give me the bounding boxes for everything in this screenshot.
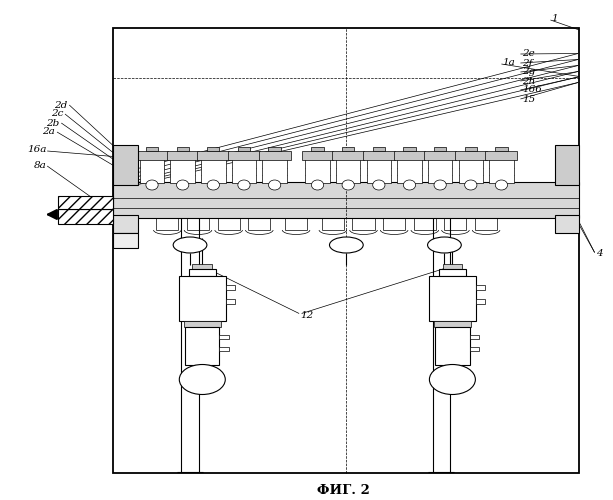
Circle shape <box>434 180 446 190</box>
Circle shape <box>495 180 508 190</box>
Bar <box>259 151 291 160</box>
Bar <box>555 145 579 185</box>
Bar <box>476 285 485 290</box>
Text: 12: 12 <box>300 310 314 320</box>
Bar <box>428 158 452 182</box>
Ellipse shape <box>427 237 461 253</box>
Ellipse shape <box>329 237 363 253</box>
Ellipse shape <box>173 237 207 253</box>
Text: 2f: 2f <box>522 58 533 68</box>
Bar <box>58 196 113 208</box>
Bar <box>311 147 324 151</box>
Bar <box>113 182 579 218</box>
Bar <box>238 147 250 151</box>
Bar <box>179 276 226 321</box>
Bar <box>459 158 483 182</box>
Bar <box>207 147 219 151</box>
Text: 1: 1 <box>552 14 558 23</box>
Bar <box>555 215 579 232</box>
Bar <box>146 147 158 151</box>
Text: 2e: 2e <box>522 50 535 58</box>
Bar <box>268 147 281 151</box>
Circle shape <box>342 180 354 190</box>
Bar <box>429 276 476 321</box>
Text: 4: 4 <box>596 250 603 258</box>
Bar <box>485 151 517 160</box>
Circle shape <box>268 180 281 190</box>
Bar <box>434 321 471 327</box>
Bar <box>465 147 477 151</box>
Bar <box>113 28 579 472</box>
Circle shape <box>373 180 385 190</box>
Text: 1a: 1a <box>503 58 516 67</box>
Bar <box>226 298 235 304</box>
Ellipse shape <box>179 364 225 394</box>
Bar <box>336 158 360 182</box>
Bar <box>170 158 195 182</box>
Bar <box>219 334 229 338</box>
Bar <box>434 147 446 151</box>
Bar <box>342 147 354 151</box>
Bar <box>226 285 235 290</box>
Circle shape <box>465 180 477 190</box>
Text: 2c: 2c <box>51 110 63 118</box>
Bar <box>443 264 462 270</box>
Bar <box>367 158 391 182</box>
Bar <box>228 151 260 160</box>
Circle shape <box>207 180 219 190</box>
Bar <box>302 151 333 160</box>
Bar <box>476 298 485 304</box>
Text: 2g: 2g <box>522 68 536 76</box>
Text: 2d: 2d <box>54 100 67 110</box>
Bar <box>136 151 168 160</box>
Bar <box>232 158 256 182</box>
Bar <box>189 269 216 276</box>
Circle shape <box>177 180 189 190</box>
Circle shape <box>146 180 158 190</box>
Bar <box>332 151 364 160</box>
Text: 2h: 2h <box>522 76 536 86</box>
Bar <box>495 147 508 151</box>
Bar <box>470 347 479 351</box>
Bar <box>455 151 487 160</box>
Text: 8a: 8a <box>34 162 47 170</box>
Bar <box>424 151 456 160</box>
Bar <box>192 264 212 270</box>
Bar <box>219 347 229 351</box>
Bar <box>113 215 138 232</box>
Circle shape <box>311 180 324 190</box>
Bar <box>373 147 385 151</box>
Bar <box>439 269 466 276</box>
Bar <box>113 232 138 248</box>
Text: 166: 166 <box>522 86 542 94</box>
Bar <box>394 151 425 160</box>
Bar <box>262 158 287 182</box>
Bar <box>305 158 330 182</box>
Bar <box>167 151 199 160</box>
Text: 2a: 2a <box>42 128 55 136</box>
Bar <box>363 151 395 160</box>
Ellipse shape <box>429 364 476 394</box>
Bar <box>184 321 221 327</box>
Bar <box>489 158 514 182</box>
Text: 15: 15 <box>522 94 536 104</box>
Bar <box>113 145 138 185</box>
Bar <box>185 327 219 364</box>
Bar <box>58 208 113 224</box>
Bar <box>177 147 189 151</box>
Bar <box>397 158 422 182</box>
Text: ФИГ. 2: ФИГ. 2 <box>317 484 370 498</box>
Bar <box>197 151 229 160</box>
Circle shape <box>403 180 416 190</box>
Circle shape <box>238 180 250 190</box>
Bar <box>201 158 226 182</box>
Text: 16a: 16a <box>27 146 47 154</box>
Text: 2b: 2b <box>46 118 59 128</box>
Bar <box>140 158 164 182</box>
Bar <box>435 327 470 364</box>
Bar <box>470 334 479 338</box>
Bar <box>403 147 416 151</box>
